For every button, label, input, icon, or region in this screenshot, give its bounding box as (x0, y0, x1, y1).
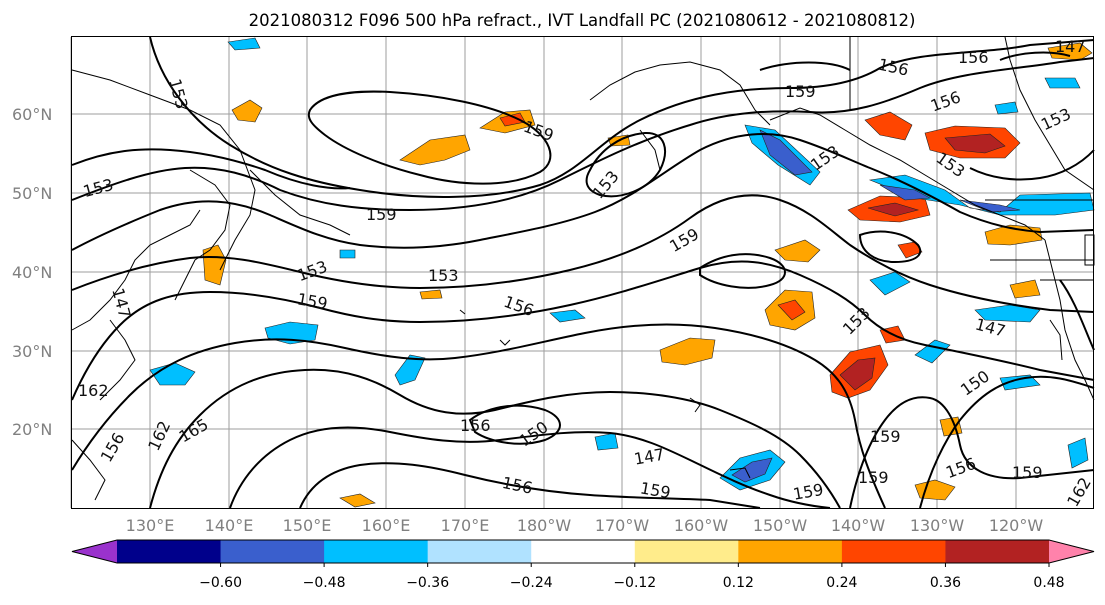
lon-label: 170°E (441, 516, 490, 535)
colorbar-segments (72, 540, 1094, 563)
colorbar-tick-label: −0.60 (199, 575, 242, 591)
colorbar-tick-label: −0.24 (510, 575, 553, 591)
colorbar-tick-label: −0.36 (406, 575, 449, 591)
colorbar-tick-label: −0.48 (303, 575, 346, 591)
contour-labels: 153 156 156 156 159 159 153 153 153 153 … (78, 37, 1095, 510)
colorbar-outline (71, 539, 1095, 564)
colorbar-tick-label: −0.12 (613, 575, 656, 591)
graticule (70, 37, 1094, 508)
colorbar: −0.60 −0.48 −0.36 −0.24 −0.12 0.12 0.24 0.36 0.4… (71, 539, 1095, 591)
lat-label-30n: 30°N (12, 342, 52, 361)
figure-title: 2021080312 F096 500 hPa refract., IVT La… (249, 11, 916, 30)
colorbar-tick-label: 0.36 (930, 575, 961, 591)
colorbar-segment (220, 540, 325, 563)
lon-label: 130°W (910, 516, 965, 535)
colorbar-segment (841, 540, 946, 563)
colorbar-segment (531, 540, 636, 563)
lon-label: 180°W (517, 516, 572, 535)
colorbar-ticks: −0.60 −0.48 −0.36 −0.24 −0.12 0.12 0.24 0.36 0.4… (199, 563, 1065, 591)
lat-label-20n: 20°N (12, 420, 52, 439)
colorbar-segment (117, 540, 222, 563)
lon-label: 170°W (595, 516, 650, 535)
lon-label: 120°W (989, 516, 1044, 535)
longitude-labels: 130°E 140°E 150°E 160°E 170°E 180°W 170°… (126, 516, 1044, 535)
colorbar-extend-min (72, 540, 117, 563)
contour-label: 147 (1055, 37, 1086, 56)
map-panel: 153 156 156 156 159 159 153 153 153 153 … (70, 36, 1095, 510)
lon-label: 140°W (831, 516, 886, 535)
contour-label: 156 (958, 48, 989, 67)
lon-label: 160°E (362, 516, 411, 535)
colorbar-segment (738, 540, 843, 563)
contour-label: 159 (366, 205, 397, 224)
height-contours (71, 36, 1095, 509)
lon-label: 160°W (674, 516, 729, 535)
colorbar-segment (324, 540, 429, 563)
colorbar-tick-label: 0.12 (723, 575, 754, 591)
colorbar-segment (427, 540, 532, 563)
contour-label: 159 (1012, 463, 1043, 482)
contour-label: 162 (78, 381, 109, 400)
contour-label: 159 (858, 468, 889, 487)
colorbar-tick-label: 0.24 (826, 575, 857, 591)
lon-label: 130°E (126, 516, 175, 535)
colorbar-tick-label: 0.48 (1033, 575, 1064, 591)
contour-label: 156 (460, 416, 491, 435)
colorbar-extend-max (1049, 540, 1094, 563)
colorbar-segment (945, 540, 1050, 563)
coastlines (71, 36, 1095, 501)
contour-label: 153 (428, 266, 459, 285)
latitude-labels: 60°N 50°N 40°N 30°N 20°N (12, 105, 52, 439)
colorbar-segment (634, 540, 739, 563)
lat-label-50n: 50°N (12, 184, 52, 203)
contour-label: 159 (785, 82, 816, 101)
lat-label-60n: 60°N (12, 105, 52, 124)
map-frame (71, 36, 1094, 509)
lat-label-40n: 40°N (12, 263, 52, 282)
lon-label: 150°E (283, 516, 332, 535)
lon-label: 150°W (753, 516, 808, 535)
lon-label: 140°E (205, 516, 254, 535)
contour-label: 159 (870, 427, 901, 446)
